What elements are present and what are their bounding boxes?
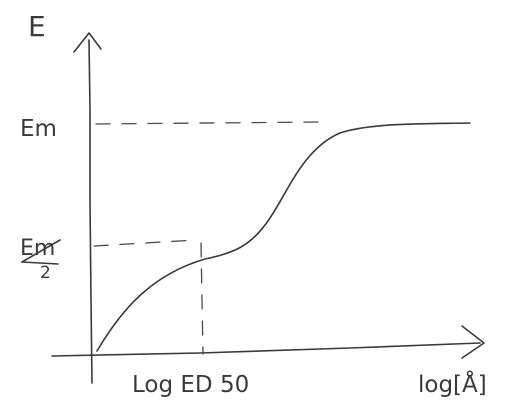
half-em-guide-line	[93, 239, 197, 247]
half-em-denominator: 2	[40, 263, 51, 283]
y-axis-label: E	[28, 10, 46, 43]
x-axis	[51, 342, 481, 357]
y-axis	[88, 39, 93, 384]
response-curve	[96, 122, 471, 352]
y-axis-arrowhead	[73, 32, 102, 53]
half-em-numerator: Em	[20, 236, 55, 261]
em-guide-line	[95, 121, 321, 125]
ed50-guide-line	[200, 242, 204, 355]
x-axis-label: log[Å]	[418, 370, 487, 398]
half-em-fraction-underline	[21, 261, 59, 265]
x-axis-arrowhead	[461, 325, 485, 359]
half-em-fraction-bar	[21, 239, 61, 263]
ed50-tick-label: Log ED 50	[132, 372, 249, 398]
em-tick-label: Em	[20, 116, 57, 142]
